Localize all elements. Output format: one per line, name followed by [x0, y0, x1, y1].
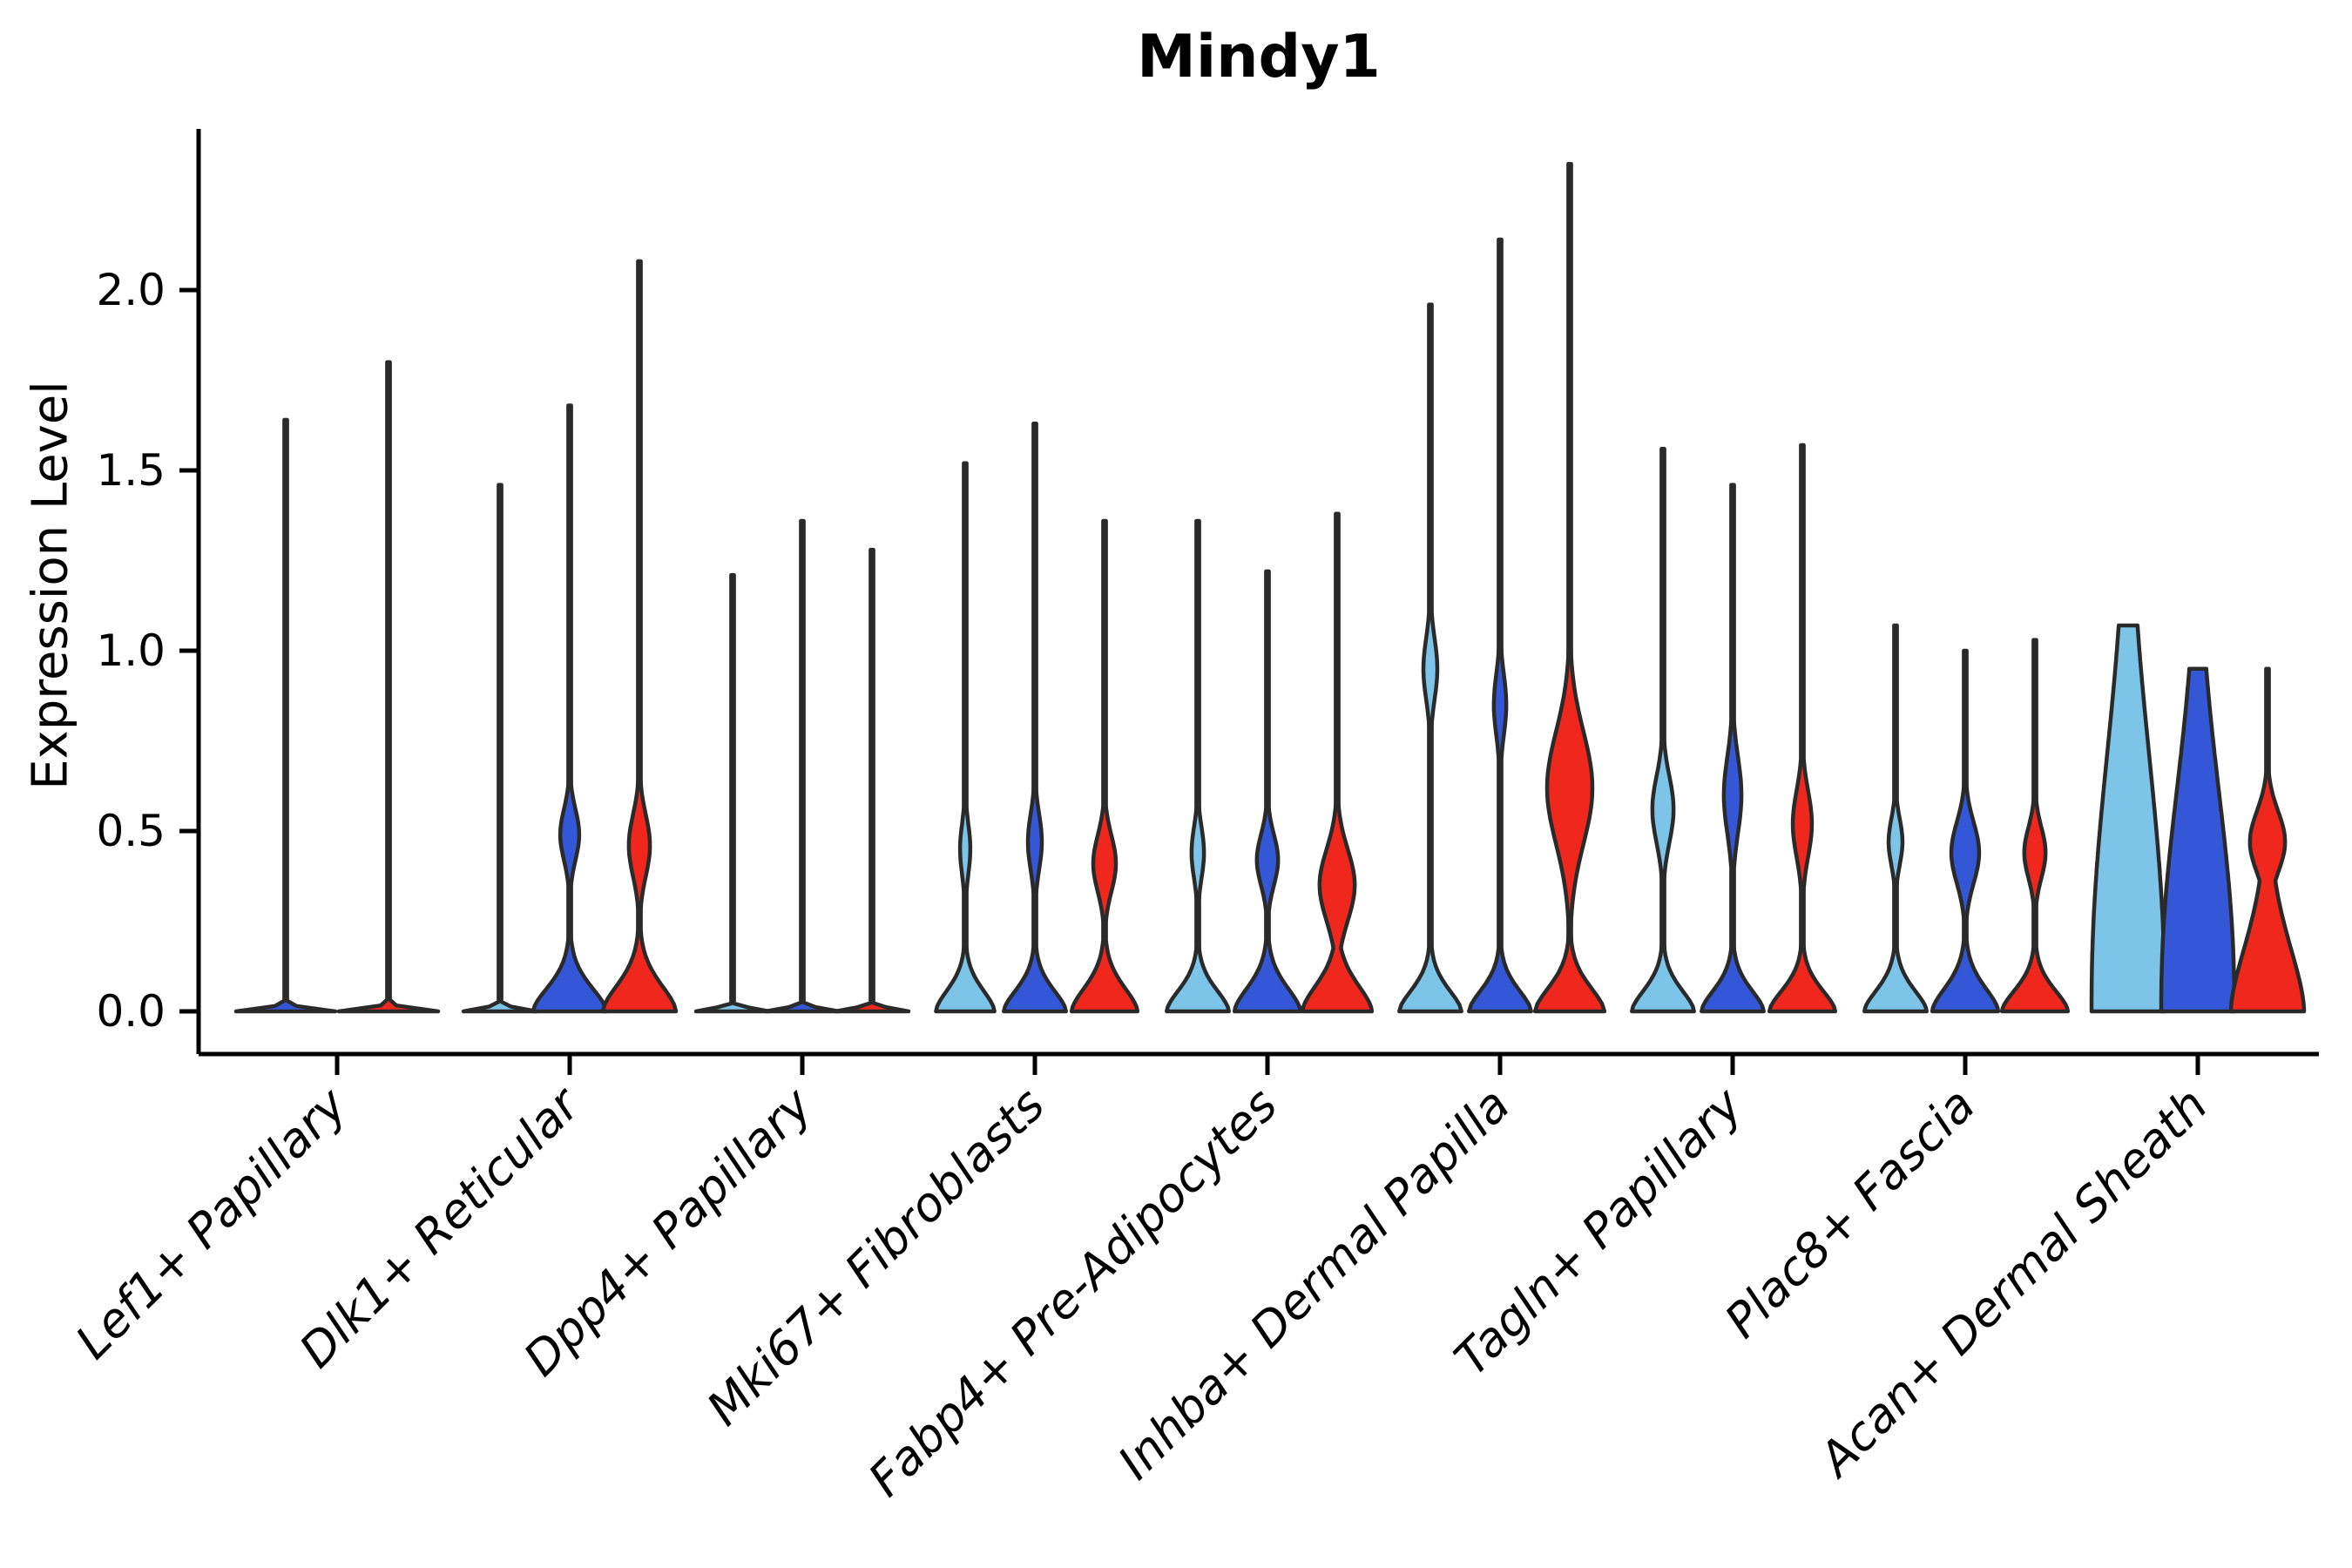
violin-acan-dermal-sheath-blue: [2159, 666, 2237, 1014]
violin-dlk1-reticular-light_blue: [461, 483, 539, 1014]
violin-lef1-papillary-blue: [233, 417, 338, 1014]
violin-tagln-papillary-blue: [1700, 483, 1766, 1014]
violin-fabp4-pre-adipocytes-red: [1300, 511, 1375, 1014]
violin-plac8-fascia-red: [1999, 638, 2071, 1014]
violin-tagln-papillary-red: [1767, 443, 1838, 1014]
violin-acan-dermal-sheath-red: [2228, 666, 2307, 1014]
violin-inhba-dermal-papilla-light_blue: [1397, 302, 1463, 1014]
violin-lef1-papillary-red: [336, 360, 441, 1014]
chart-title: Mindy1: [1137, 23, 1381, 91]
violin-dpp4-papillary-red: [833, 547, 911, 1014]
violin-fabp4-pre-adipocytes-blue: [1232, 569, 1303, 1014]
y-tick-label: 1.5: [96, 445, 166, 496]
y-axis-title: Expression Level: [22, 381, 79, 790]
violin-mki67-fibroblasts-red: [1069, 518, 1140, 1014]
violin-inhba-dermal-papilla-red: [1532, 161, 1607, 1014]
violin-dlk1-reticular-red: [600, 259, 679, 1014]
x-category-label: Acan+ Dermal Sheath: [1807, 1078, 2218, 1489]
violin-inhba-dermal-papilla-blue: [1467, 237, 1533, 1014]
y-tick-label: 0.0: [96, 986, 166, 1037]
violin-fabp4-pre-adipocytes-light_blue: [1165, 518, 1231, 1014]
violin-mki67-fibroblasts-light_blue: [934, 461, 997, 1014]
y-tick-label: 1.0: [96, 625, 166, 676]
y-tick-label: 0.5: [96, 806, 166, 856]
x-category-label: Fabp4+ Pre-Adipocytes: [858, 1078, 1288, 1507]
violin-plac8-fascia-light_blue: [1862, 623, 1929, 1014]
x-category-label: Inhba+ Dermal Papilla: [1107, 1078, 1520, 1490]
violin-plac8-fascia-blue: [1930, 648, 2001, 1014]
violin-dpp4-papillary-light_blue: [693, 572, 772, 1014]
violin-acan-dermal-sheath-light_blue: [2089, 623, 2167, 1014]
violin-dpp4-papillary-blue: [763, 518, 841, 1014]
y-tick-label: 2.0: [96, 265, 166, 315]
violin-tagln-papillary-light_blue: [1630, 446, 1696, 1014]
x-category-label: Plac8+ Fascia: [1714, 1078, 1985, 1348]
violin-dlk1-reticular-blue: [531, 403, 609, 1014]
violin-mki67-fibroblasts-blue: [1002, 421, 1068, 1014]
